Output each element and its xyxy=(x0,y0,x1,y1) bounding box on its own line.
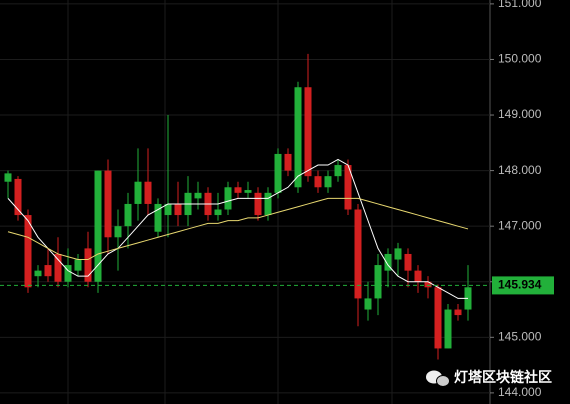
candle-body xyxy=(194,192,202,199)
candle-body xyxy=(414,270,422,282)
candle-body xyxy=(324,176,332,188)
candle-body xyxy=(104,170,112,238)
candle-body xyxy=(394,248,402,260)
last-price-label: 145.934 xyxy=(498,278,542,292)
candle-body xyxy=(54,253,62,282)
candle-body xyxy=(424,281,432,288)
candle-body xyxy=(244,190,252,193)
candle-body xyxy=(124,203,132,227)
candle-body xyxy=(334,165,342,177)
candle-body xyxy=(94,170,102,282)
candle-body xyxy=(174,203,182,216)
candle-body xyxy=(284,153,292,171)
candle-body xyxy=(304,87,312,177)
candle-body xyxy=(264,192,272,216)
candle-body xyxy=(404,253,412,271)
watermark-text: 灯塔区块链社区 xyxy=(454,369,552,386)
candle-body xyxy=(74,259,82,271)
candle-body xyxy=(24,215,32,288)
candle-body xyxy=(44,265,52,277)
candle-body xyxy=(274,153,282,193)
y-tick-label: 150.000 xyxy=(498,52,542,66)
y-tick-label: 145.000 xyxy=(498,329,542,343)
candle-body xyxy=(374,265,382,299)
watermark: 灯塔区块链社区 xyxy=(426,369,552,387)
candle-body xyxy=(164,203,172,216)
candle-body xyxy=(254,192,262,216)
candle-body xyxy=(444,309,452,349)
candle-body xyxy=(144,181,152,204)
candle-body xyxy=(14,178,22,216)
y-tick-label: 149.000 xyxy=(498,107,542,121)
candle-body xyxy=(114,226,122,238)
y-tick-label: 148.000 xyxy=(498,163,542,177)
moving-average xyxy=(7,158,468,299)
candle-body xyxy=(34,270,42,277)
y-tick-label: 144.000 xyxy=(498,385,542,399)
y-tick-label: 151.000 xyxy=(498,0,542,10)
candle-body xyxy=(354,209,362,299)
candle-body xyxy=(384,253,392,271)
candle-body xyxy=(214,209,222,216)
moving-average xyxy=(7,197,469,261)
candle-body xyxy=(314,176,322,188)
candle-body xyxy=(64,265,72,282)
candle-body xyxy=(294,87,302,188)
candle-body xyxy=(434,287,442,349)
last-price-box xyxy=(492,276,554,295)
y-tick-label: 147.000 xyxy=(498,218,542,232)
candle-body xyxy=(84,248,92,282)
candle-body xyxy=(224,187,232,210)
candle-body xyxy=(154,203,162,232)
candle-body xyxy=(454,309,462,316)
candle-body xyxy=(234,187,242,193)
candle-body xyxy=(4,173,12,182)
candle-body xyxy=(364,298,372,310)
candle-body xyxy=(134,181,142,204)
candle-body xyxy=(344,165,352,210)
wechat-icon xyxy=(436,375,450,387)
